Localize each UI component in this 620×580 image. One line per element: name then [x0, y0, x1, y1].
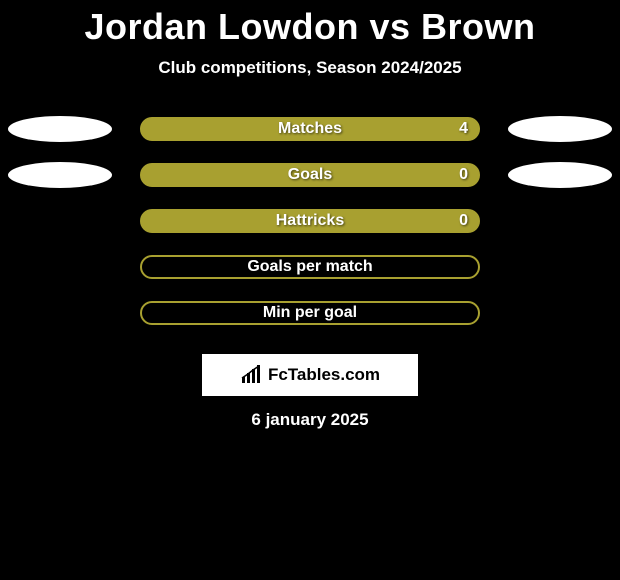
stat-label: Goals: [288, 166, 332, 184]
stat-row: Goals 0: [0, 152, 620, 198]
date-text: 6 january 2025: [0, 410, 620, 430]
page-title: Jordan Lowdon vs Brown: [0, 0, 620, 48]
stat-label: Min per goal: [263, 304, 357, 322]
stat-bar: Matches 4: [140, 117, 480, 141]
right-ellipse: [508, 162, 612, 188]
stats-rows: Matches 4 Goals 0 Hattricks 0 Goals per match M…: [0, 106, 620, 336]
stat-bar: Goals 0: [140, 163, 480, 187]
stat-row: Matches 4: [0, 106, 620, 152]
subtitle: Club competitions, Season 2024/2025: [0, 58, 620, 78]
stat-row: Min per goal: [0, 290, 620, 336]
stat-bar: Goals per match: [140, 255, 480, 279]
stat-value: 0: [459, 212, 468, 230]
logo-box: FcTables.com: [202, 354, 418, 396]
stat-value: 4: [459, 120, 468, 138]
stat-label: Matches: [278, 120, 342, 138]
right-ellipse: [508, 116, 612, 142]
stat-label: Hattricks: [276, 212, 344, 230]
left-ellipse: [8, 162, 112, 188]
stat-bar: Hattricks 0: [140, 209, 480, 233]
stat-row: Goals per match: [0, 244, 620, 290]
logo-text: FcTables.com: [268, 365, 380, 385]
chart-icon: [240, 365, 264, 385]
stat-bar: Min per goal: [140, 301, 480, 325]
stat-label: Goals per match: [247, 258, 372, 276]
left-ellipse: [8, 116, 112, 142]
stat-row: Hattricks 0: [0, 198, 620, 244]
stat-value: 0: [459, 166, 468, 184]
